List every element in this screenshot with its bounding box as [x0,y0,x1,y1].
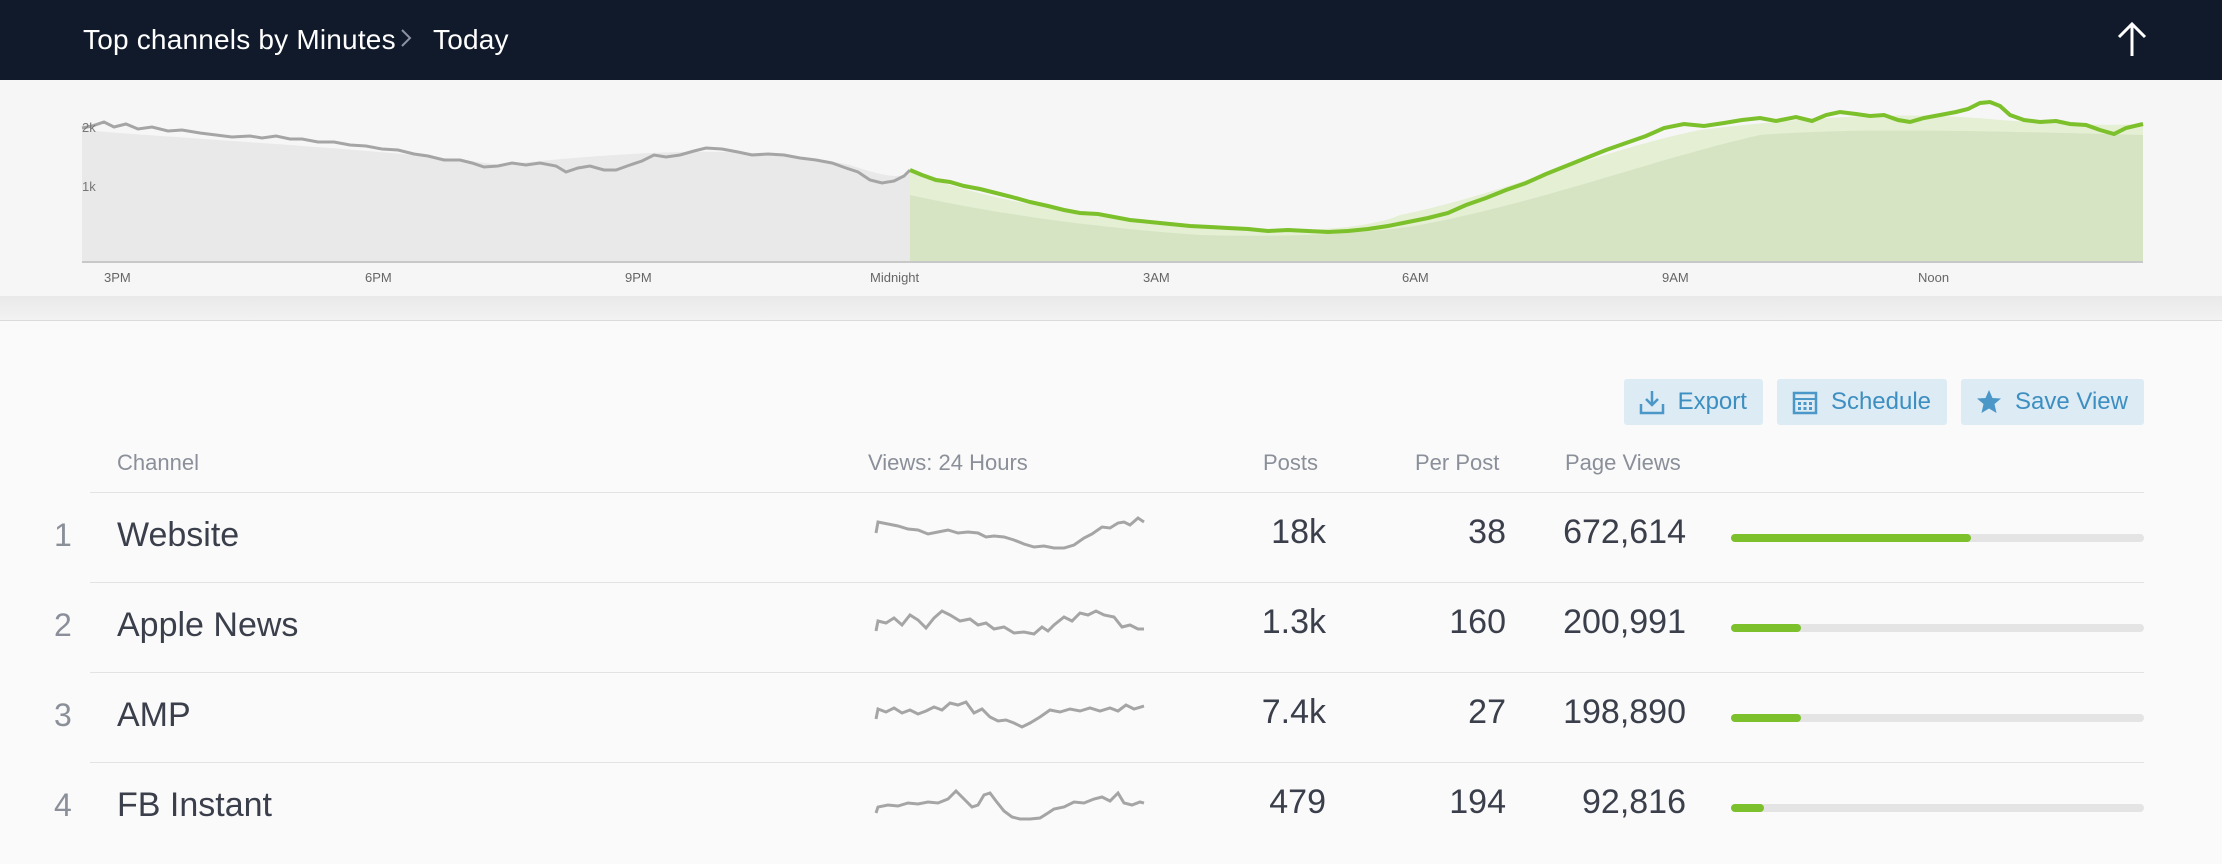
today-area [910,130,2143,262]
x-tick-midnight: Midnight [870,270,920,285]
schedule-label: Schedule [1830,388,1932,415]
page-views-bar-fill [1731,714,1802,722]
page-views-value: 200,991 [1563,603,1686,641]
row-rank: 1 [54,517,72,553]
save-view-label: Save View [2015,388,2128,415]
top-bar: Top channels by Minutes Today [0,0,2222,80]
page-views-bar [1731,624,2144,632]
column-header-per-post[interactable]: Per Post [1415,450,1500,475]
star-icon [1977,390,2002,413]
page-views-bar-fill [1731,804,1765,812]
breadcrumb-title[interactable]: Top channels by Minutes [83,24,396,55]
page-views-bar-fill [1731,624,1802,632]
page-views-bar [1731,534,2144,542]
x-tick-noon: Noon [1918,270,1950,285]
posts-value: 7.4k [1261,693,1326,731]
channel-name[interactable]: FB Instant [117,786,272,824]
sparkline [874,700,1145,729]
calendar-icon [1792,391,1818,415]
channel-name[interactable]: Apple News [117,606,299,644]
overview-chart-svg [81,99,2144,263]
today-line [909,99,2144,235]
download-icon [1639,391,1664,415]
arrow-up-icon[interactable] [2110,18,2154,62]
table-row[interactable]: 4 FB Instant 479 194 92,816 [0,763,2222,853]
x-tick-6pm: 6PM [365,270,392,285]
export-button[interactable]: Export [1623,379,1763,425]
x-tick-3pm: 3PM [104,270,131,285]
x-tick-9pm: 9PM [625,270,652,285]
yesterday-area [82,130,910,262]
y-tick-1k: 1k [82,179,96,194]
page-views-value: 92,816 [1582,783,1686,821]
y-tick-2k: 2k [82,120,96,135]
column-header-posts[interactable]: Posts [1263,450,1319,475]
posts-value: 1.3k [1261,603,1326,641]
overview-chart[interactable]: 2k 1k 3PM 6PM 9PM Midnight 3AM 6AM 9AM N… [0,80,2222,298]
table-actions: Export Schedule Save View [1623,379,2144,425]
posts-value: 18k [1271,513,1326,551]
table-row[interactable]: 1 Website 18k 38 672,614 [0,493,2222,583]
row-divider [90,762,2144,763]
page-views-value: 198,890 [1563,693,1686,731]
export-label: Export [1677,388,1747,415]
page-views-value: 672,614 [1563,513,1686,551]
per-post-value: 38 [1468,513,1506,551]
row-divider [90,672,2144,673]
schedule-button[interactable]: Schedule [1776,379,1948,425]
page-views-bar [1731,714,2144,722]
row-rank: 3 [54,697,72,733]
channel-name[interactable]: Website [117,516,240,554]
table-row[interactable]: 2 Apple News 1.3k 160 200,991 [0,583,2222,673]
page-views-bar [1731,804,2144,812]
save-view-button[interactable]: Save View [1961,379,2144,425]
per-post-value: 160 [1449,603,1506,641]
table-row[interactable]: 3 AMP 7.4k 27 198,890 [0,673,2222,763]
sparkline [874,516,1145,550]
row-rank: 4 [54,787,72,823]
column-header-page-views[interactable]: Page Views [1565,450,1681,475]
column-header-views[interactable]: Views: 24 Hours [868,450,1028,475]
per-post-value: 27 [1468,693,1506,731]
row-rank: 2 [54,607,72,643]
sparkline [874,788,1145,821]
per-post-value: 194 [1449,783,1506,821]
x-tick-3am: 3AM [1143,270,1170,285]
x-tick-9am: 9AM [1662,270,1689,285]
column-header-channel[interactable]: Channel [117,450,199,475]
x-tick-6am: 6AM [1402,270,1429,285]
breadcrumb-period[interactable]: Today [433,24,509,55]
page-views-bar-fill [1731,534,1971,542]
channel-name[interactable]: AMP [117,696,191,734]
row-divider [90,582,2144,583]
row-divider [90,492,2144,493]
sparkline [874,609,1144,636]
chart-divider [0,296,2222,321]
chevron-right-icon [401,29,412,47]
posts-value: 479 [1269,783,1326,821]
yesterday-line [81,120,912,185]
